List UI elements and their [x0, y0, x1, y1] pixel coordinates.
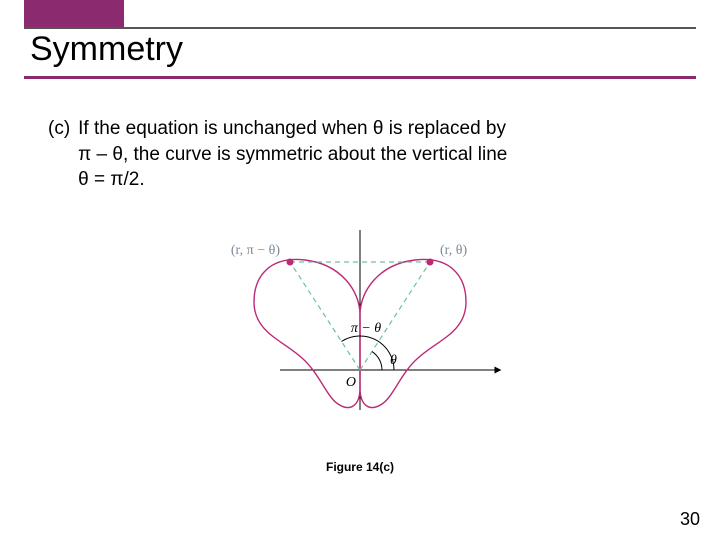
- item-marker: (c): [48, 116, 70, 193]
- symmetry-diagram: Oθ π − θ (r, π − θ) (r, θ): [210, 220, 510, 430]
- accent-block: [24, 0, 124, 28]
- figure-caption: Figure 14(c): [0, 460, 720, 474]
- body-lines: If the equation is unchanged when θ is r…: [78, 116, 507, 193]
- svg-text:π − θ: π − θ: [351, 321, 381, 336]
- body-paragraph: (c) If the equation is unchanged when θ …: [48, 116, 660, 193]
- svg-text:O: O: [346, 375, 356, 390]
- svg-text:(r, π − θ): (r, π − θ): [231, 243, 280, 258]
- slide-header: Symmetry: [0, 0, 720, 80]
- top-rule: [24, 27, 696, 29]
- figure: Oθ π − θ (r, π − θ) (r, θ): [0, 220, 720, 430]
- svg-text:(r, θ): (r, θ): [440, 243, 467, 258]
- svg-text:θ: θ: [390, 353, 397, 368]
- page-number: 30: [680, 509, 700, 530]
- accent-rule: [24, 76, 696, 79]
- page-title: Symmetry: [30, 30, 183, 69]
